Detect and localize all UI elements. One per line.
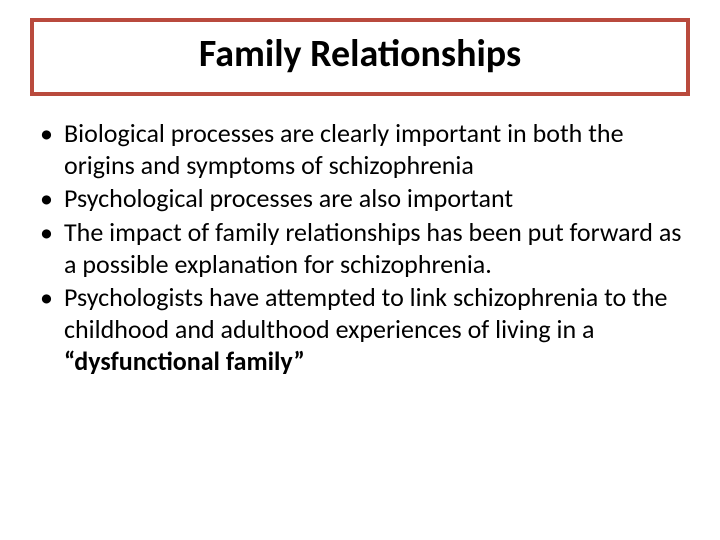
bullet-list: Biological processes are clearly importa… bbox=[30, 118, 690, 380]
bullet-text: The impact of family relationships has b… bbox=[64, 216, 681, 280]
bullet-text: Psychological processes are also importa… bbox=[64, 182, 513, 214]
list-item: Biological processes are clearly importa… bbox=[30, 118, 690, 181]
bullet-text-prefix: Psychologists have attempted to link sch… bbox=[64, 281, 667, 345]
slide: Family Relationships Biological processe… bbox=[0, 0, 720, 540]
list-item: Psychological processes are also importa… bbox=[30, 183, 690, 215]
list-item: Psychologists have attempted to link sch… bbox=[30, 282, 690, 377]
title-box: Family Relationships bbox=[30, 18, 690, 96]
bullet-bold-phrase: “dysfunctional family” bbox=[64, 345, 305, 377]
slide-title: Family Relationships bbox=[54, 34, 666, 76]
list-item: The impact of family relationships has b… bbox=[30, 217, 690, 280]
bullet-text: Biological processes are clearly importa… bbox=[64, 117, 624, 181]
